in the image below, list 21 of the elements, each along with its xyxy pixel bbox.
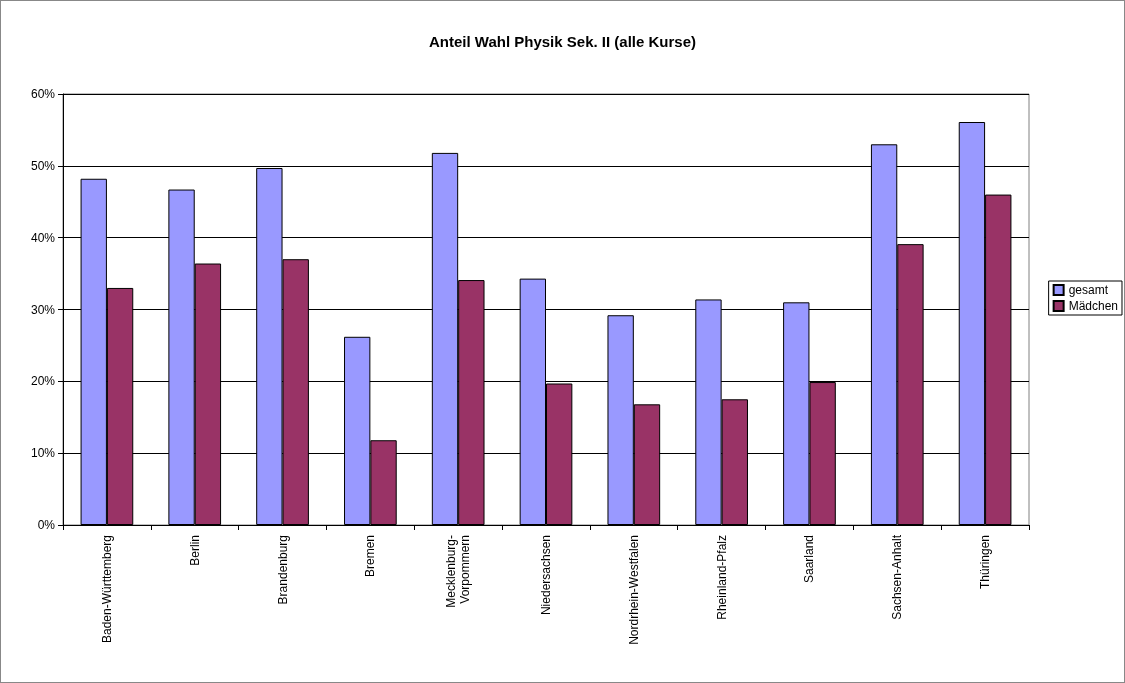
chart-title: Anteil Wahl Physik Sek. II (alle Kurse) [428, 33, 697, 50]
x-tick-label: Rheinland-Pfalz [714, 535, 729, 620]
y-tick-label: 10% [30, 446, 56, 461]
x-tick-label: Bremen [363, 535, 378, 578]
y-tick-label: 60% [30, 87, 56, 101]
x-tick-label: Saarland [802, 535, 817, 584]
y-tick-label: 30% [30, 302, 56, 317]
x-tick-label: Mecklenburg-Vorpommern [444, 535, 473, 608]
y-tick-label: 0% [37, 518, 56, 532]
legend-label: gesamt [1068, 283, 1109, 297]
x-tick-label: Brandenburg [275, 535, 290, 605]
y-tick-label: 20% [30, 374, 56, 389]
legend-label: Mädchen [1068, 299, 1119, 313]
x-tick-label: Baden-Württemberg [99, 535, 114, 644]
y-tick-label: 40% [30, 230, 56, 245]
x-tick-label: Sachsen-Anhalt [890, 534, 905, 620]
y-tick-label: 50% [30, 158, 56, 173]
x-tick-label: Niedersachsen [539, 535, 553, 616]
x-tick-label: Berlin [187, 535, 202, 566]
x-tick-label: Nordrhein-Westfalen [626, 535, 641, 645]
x-tick-label: Thüringen [978, 535, 993, 590]
